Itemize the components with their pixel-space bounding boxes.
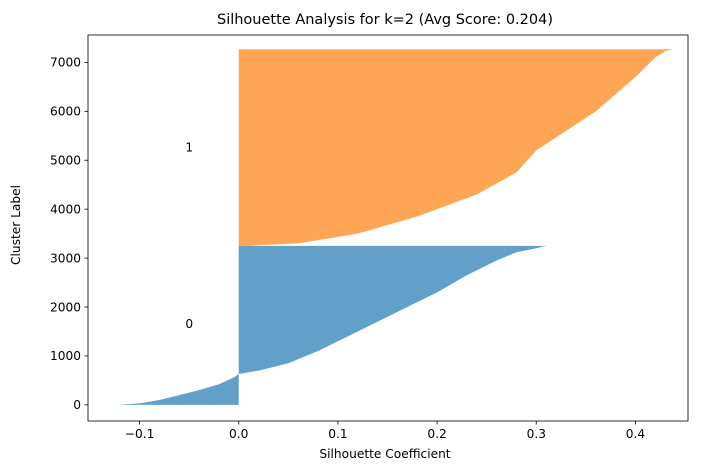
cluster-0-silhouette-area — [117, 245, 547, 405]
plot-frame — [87, 34, 689, 422]
y-tick-label: 0 — [73, 398, 81, 412]
plot-area: 01 — [87, 34, 689, 422]
x-tick-label: 0.0 — [229, 427, 248, 441]
y-tick-label: 5000 — [50, 154, 81, 168]
x-axis: −0.1 0.0 0.1 0.2 0.3 0.4 — [125, 421, 646, 441]
y-tick-label: 7000 — [50, 56, 81, 70]
x-axis-label: Silhouette Coefficient — [319, 447, 450, 461]
x-tick-label: 0.1 — [328, 427, 347, 441]
chart-title: Silhouette Analysis for k=2 (Avg Score: … — [217, 12, 553, 28]
cluster-1-label: 1 — [185, 141, 193, 155]
x-tick-label: 0.4 — [626, 427, 646, 441]
y-axis: 0 1000 2000 3000 4000 5000 6000 7000 — [50, 56, 88, 412]
cluster-0-label: 0 — [185, 317, 193, 331]
y-tick-label: 4000 — [50, 203, 81, 217]
x-tick-label: 0.2 — [427, 427, 446, 441]
cluster-1-silhouette-area — [238, 49, 674, 246]
y-tick-label: 6000 — [50, 105, 81, 119]
y-tick-label: 3000 — [50, 251, 81, 265]
y-tick-label: 1000 — [50, 349, 81, 363]
y-tick-label: 2000 — [50, 300, 81, 314]
x-tick-label: −0.1 — [125, 427, 155, 441]
x-tick-label: 0.3 — [527, 427, 546, 441]
y-axis-label: Cluster Label — [9, 185, 23, 265]
